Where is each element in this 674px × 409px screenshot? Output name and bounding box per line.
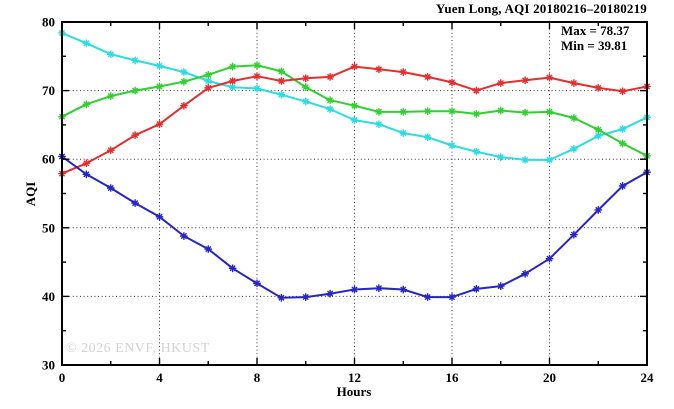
x-tick-label: 16	[446, 370, 460, 385]
x-tick-label: 24	[641, 370, 655, 385]
watermark: © 2026 ENVF, HKUST	[66, 341, 210, 356]
y-tick-label: 60	[42, 152, 55, 167]
x-tick-label: 20	[543, 370, 556, 385]
blue-line	[58, 152, 651, 302]
x-axis-title: Hours	[336, 384, 372, 399]
x-axis-tick-labels: 0 4 8 12 16 20 24	[59, 370, 654, 385]
x-tick-label: 8	[254, 370, 261, 385]
chart-title: Yuen Long, AQI 20180216–20180219	[435, 1, 647, 16]
y-tick-label: 70	[42, 83, 55, 98]
blue-line-markers	[58, 152, 651, 302]
y-tick-label: 50	[42, 220, 55, 235]
axis-ticks	[61, 21, 648, 366]
y-tick-label: 30	[42, 358, 55, 373]
min-value-label: Min = 39.81	[561, 38, 628, 53]
x-tick-label: 0	[59, 370, 66, 385]
x-tick-label: 4	[156, 370, 163, 385]
maxmin-annotation: Max = 78.37 Min = 39.81	[561, 23, 629, 53]
plot-border	[61, 21, 648, 366]
y-axis-tick-labels: 30 40 50 60 70 80	[42, 15, 55, 373]
x-tick-label: 12	[348, 370, 361, 385]
y-axis-title: AQI	[23, 181, 38, 207]
y-tick-label: 80	[42, 15, 55, 30]
gridlines	[62, 22, 647, 365]
max-value-label: Max = 78.37	[561, 23, 630, 38]
y-tick-label: 40	[42, 289, 55, 304]
